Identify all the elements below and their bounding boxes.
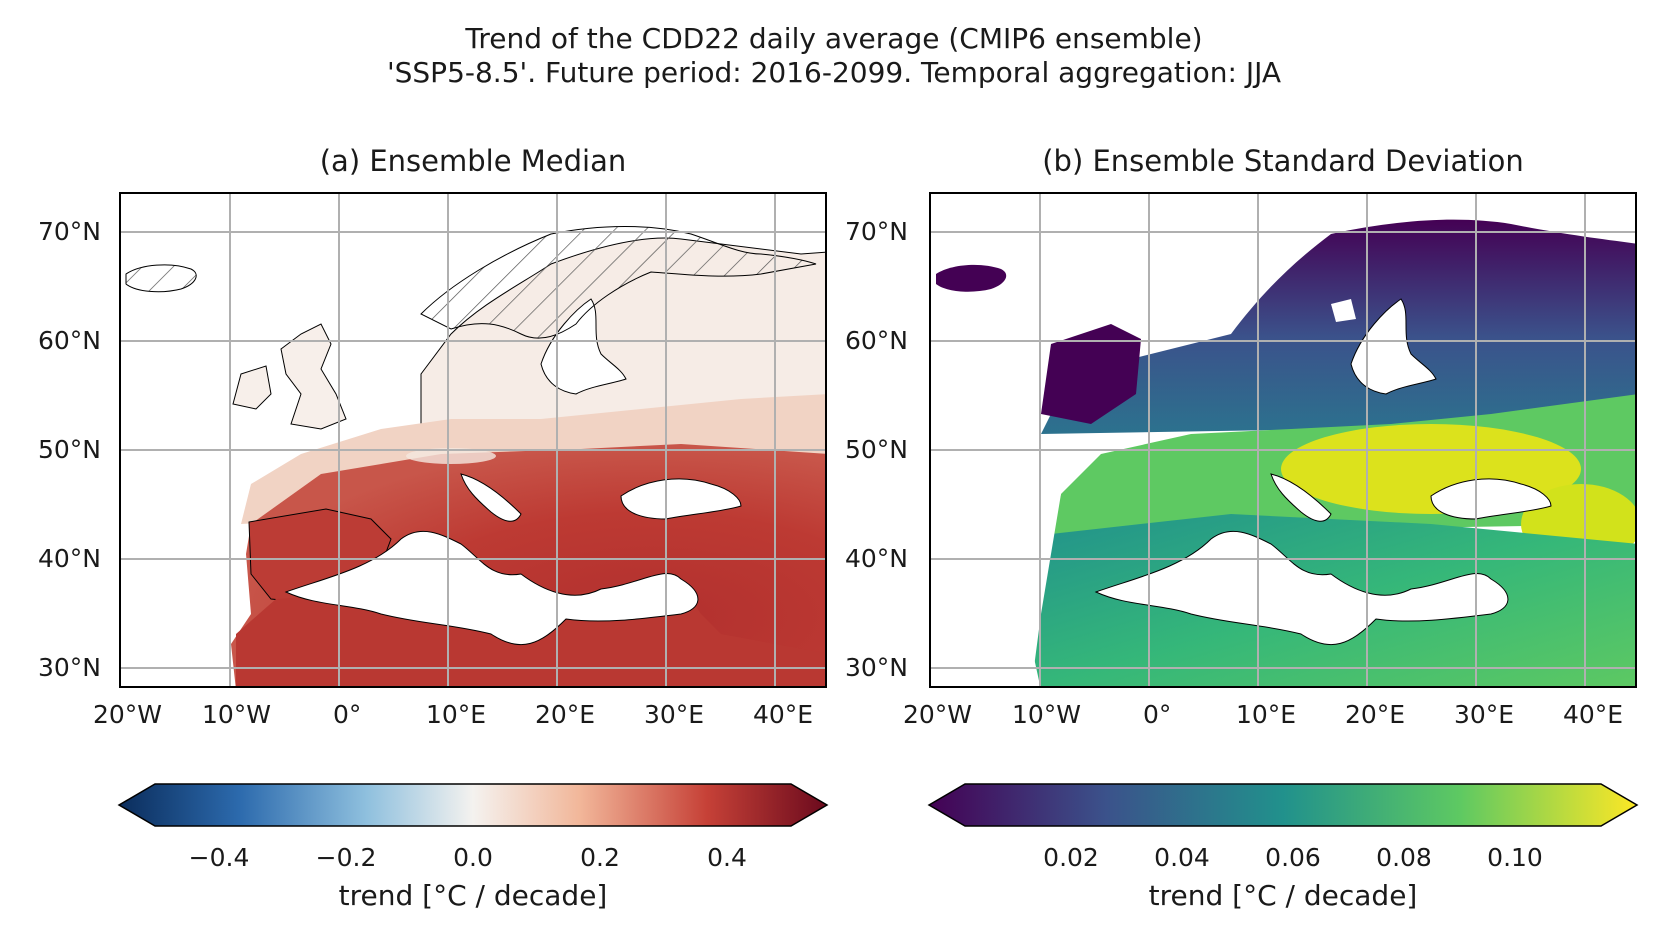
colorbar-a-tick: −0.2 (315, 843, 377, 872)
figure-title-line1: Trend of the CDD22 daily average (CMIP6 … (465, 22, 1203, 55)
lon-label-a: 20°W (93, 700, 163, 729)
lon-label-b: 20°W (903, 700, 973, 729)
colorbar-a (117, 783, 829, 827)
lon-label-a: 30°E (644, 700, 705, 729)
lon-label-b: 20°E (1345, 700, 1406, 729)
sea-adriatic-a (460, 473, 522, 522)
colorbar-b-tick: 0.06 (1265, 843, 1321, 872)
lat-label-b: 30°N (845, 653, 909, 682)
land-iceland-b (936, 264, 1007, 292)
colorbar-a-tick: −0.4 (188, 843, 250, 872)
sea-white-b (1331, 299, 1356, 322)
gridlines-b (931, 194, 1635, 686)
colorbar-b-label: trend [°C / decade] (1148, 879, 1418, 912)
lat-label-a: 30°N (38, 653, 102, 682)
sea-black-a (620, 478, 742, 520)
colorbar-b-tick: 0.04 (1154, 843, 1210, 872)
land-britain-a (280, 323, 347, 430)
sea-atlantic-b (931, 304, 1061, 686)
panel-a-map (119, 192, 827, 688)
lon-label-a: 10°E (426, 700, 487, 729)
lat-label-a: 50°N (38, 435, 102, 464)
lon-label-b: 30°E (1454, 700, 1515, 729)
figure-title-line2: 'SSP5-8.5'. Future period: 2016-2099. Te… (386, 56, 1282, 89)
colorbar-a-tick: 0.4 (707, 843, 747, 872)
land-britain-b (1041, 324, 1141, 424)
lon-label-b: 10°W (1012, 700, 1082, 729)
colorbar-b (927, 783, 1639, 827)
land-ireland-a (232, 365, 272, 410)
colorbar-b-tick: 0.08 (1376, 843, 1432, 872)
land-north-b (1041, 219, 1635, 434)
gridlines-a (121, 194, 825, 686)
colorbar-b-svg (927, 783, 1639, 827)
pale-patch-a (406, 448, 496, 464)
sea-black-b (1430, 478, 1552, 520)
sea-adriatic-b (1270, 473, 1332, 522)
lon-label-b: 10°E (1236, 700, 1297, 729)
lat-label-a: 70°N (38, 217, 102, 246)
lat-label-b: 40°N (845, 544, 909, 573)
sea-baltic-b (1350, 298, 1437, 395)
panel-b-map-svg (931, 194, 1635, 686)
panel-a-title: (a) Ensemble Median (319, 144, 627, 178)
lat-label-b: 70°N (845, 217, 909, 246)
lat-label-a: 60°N (38, 326, 102, 355)
land-iceland-a (125, 264, 197, 293)
panel-b-title: (b) Ensemble Standard Deviation (1042, 144, 1524, 178)
colorbar-b-tick: 0.10 (1487, 843, 1543, 872)
lat-label-a: 40°N (38, 544, 102, 573)
panel-a-map-svg (121, 194, 825, 686)
panel-b-map (929, 192, 1637, 688)
lon-label-a: 20°E (535, 700, 596, 729)
colorbar-a-label: trend [°C / decade] (338, 879, 608, 912)
colorbar-a-tick: 0.2 (580, 843, 620, 872)
lon-label-a: 0° (333, 700, 362, 729)
lat-label-b: 60°N (845, 326, 909, 355)
lat-label-b: 50°N (845, 435, 909, 464)
lon-label-b: 0° (1143, 700, 1172, 729)
lon-label-b: 40°E (1563, 700, 1624, 729)
lon-label-a: 10°W (202, 700, 272, 729)
lon-label-a: 40°E (753, 700, 814, 729)
colorbar-b-tick: 0.02 (1043, 843, 1099, 872)
colorbar-a-svg (117, 783, 829, 827)
hatch-scandinavia (420, 226, 817, 339)
colorbar-a-tick: 0.0 (453, 843, 493, 872)
